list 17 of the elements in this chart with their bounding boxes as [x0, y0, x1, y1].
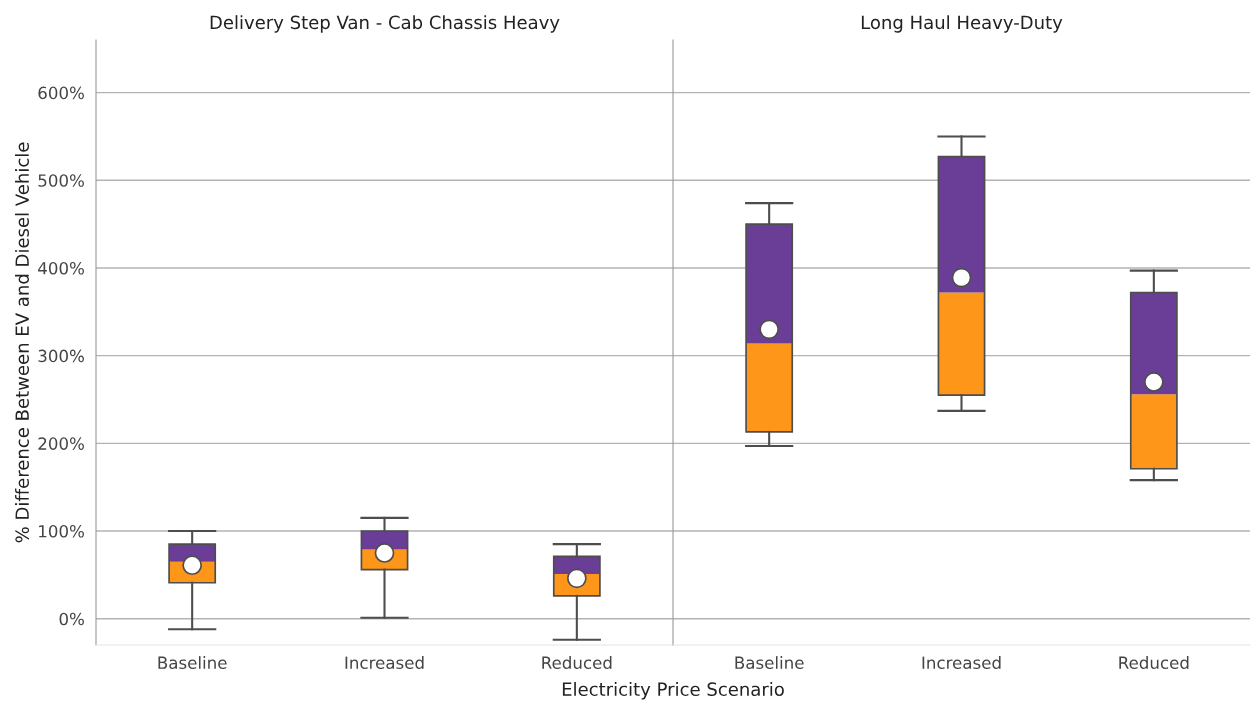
y-tick-label: 200%	[38, 437, 84, 450]
x-tick-label: Increased	[345, 656, 424, 670]
y-axis-title: % Difference Between EV and Diesel Vehicle	[15, 142, 29, 543]
x-tick-label: Baseline	[735, 656, 804, 670]
y-tick-label: 500%	[38, 174, 84, 187]
x-tick-label: Reduced	[1119, 656, 1189, 670]
y-tick-label: 600%	[38, 86, 84, 100]
x-tick-label: Increased	[922, 656, 1001, 670]
x-tick-label: Reduced	[542, 656, 612, 670]
y-tick-label: 300%	[38, 349, 84, 363]
x-tick-label: Baseline	[158, 656, 227, 670]
chart-title: Long Haul Heavy-Duty	[861, 15, 1063, 33]
x-axis-title: Electricity Price Scenario	[562, 682, 784, 700]
y-tick-label: 100%	[39, 524, 84, 538]
y-tick-label: 0%	[59, 612, 84, 626]
chart-title: Delivery Step Van - Cab Chassis Heavy	[210, 15, 560, 33]
y-tick-label: 400%	[38, 261, 84, 275]
